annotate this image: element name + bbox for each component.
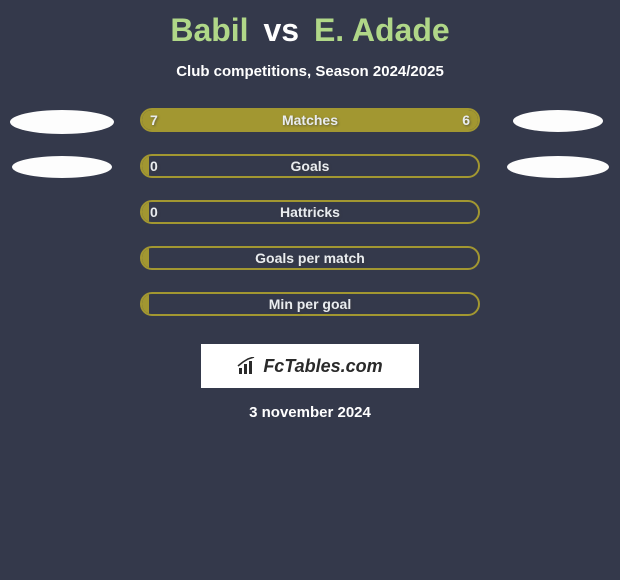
stat-row-gpm: Goals per match xyxy=(0,240,620,286)
right-ellipse xyxy=(513,110,603,132)
comparison-chart: 7 Matches 6 0 Goals 0 Hattricks Goals pe… xyxy=(0,102,620,332)
player1-name: Babil xyxy=(170,12,248,48)
left-ellipse xyxy=(10,110,114,134)
bar-track xyxy=(140,154,480,178)
right-value: 6 xyxy=(462,108,470,132)
right-ellipse xyxy=(507,156,609,178)
bar-fill xyxy=(142,248,149,268)
bar-fill xyxy=(142,202,149,222)
bar-fill xyxy=(142,294,149,314)
bar-track xyxy=(140,200,480,224)
logo-text: FcTables.com xyxy=(263,356,382,377)
date-text: 3 november 2024 xyxy=(0,404,620,421)
left-ellipse xyxy=(12,156,112,178)
player2-name: E. Adade xyxy=(314,12,450,48)
logo: FcTables.com xyxy=(237,356,382,377)
bar-fill xyxy=(142,110,478,130)
left-value: 0 xyxy=(150,154,158,178)
chart-icon xyxy=(237,357,259,375)
subtitle: Club competitions, Season 2024/2025 xyxy=(0,63,620,80)
stat-row-hattricks: 0 Hattricks xyxy=(0,194,620,240)
stat-row-mpg: Min per goal xyxy=(0,286,620,332)
bar-track xyxy=(140,108,480,132)
page-title: Babil vs E. Adade xyxy=(0,0,620,49)
logo-box: FcTables.com xyxy=(201,344,419,388)
bar-track xyxy=(140,292,480,316)
left-value: 7 xyxy=(150,108,158,132)
vs-text: vs xyxy=(263,12,299,48)
bar-track xyxy=(140,246,480,270)
stat-row-goals: 0 Goals xyxy=(0,148,620,194)
stat-row-matches: 7 Matches 6 xyxy=(0,102,620,148)
bar-fill xyxy=(142,156,149,176)
left-value: 0 xyxy=(150,200,158,224)
